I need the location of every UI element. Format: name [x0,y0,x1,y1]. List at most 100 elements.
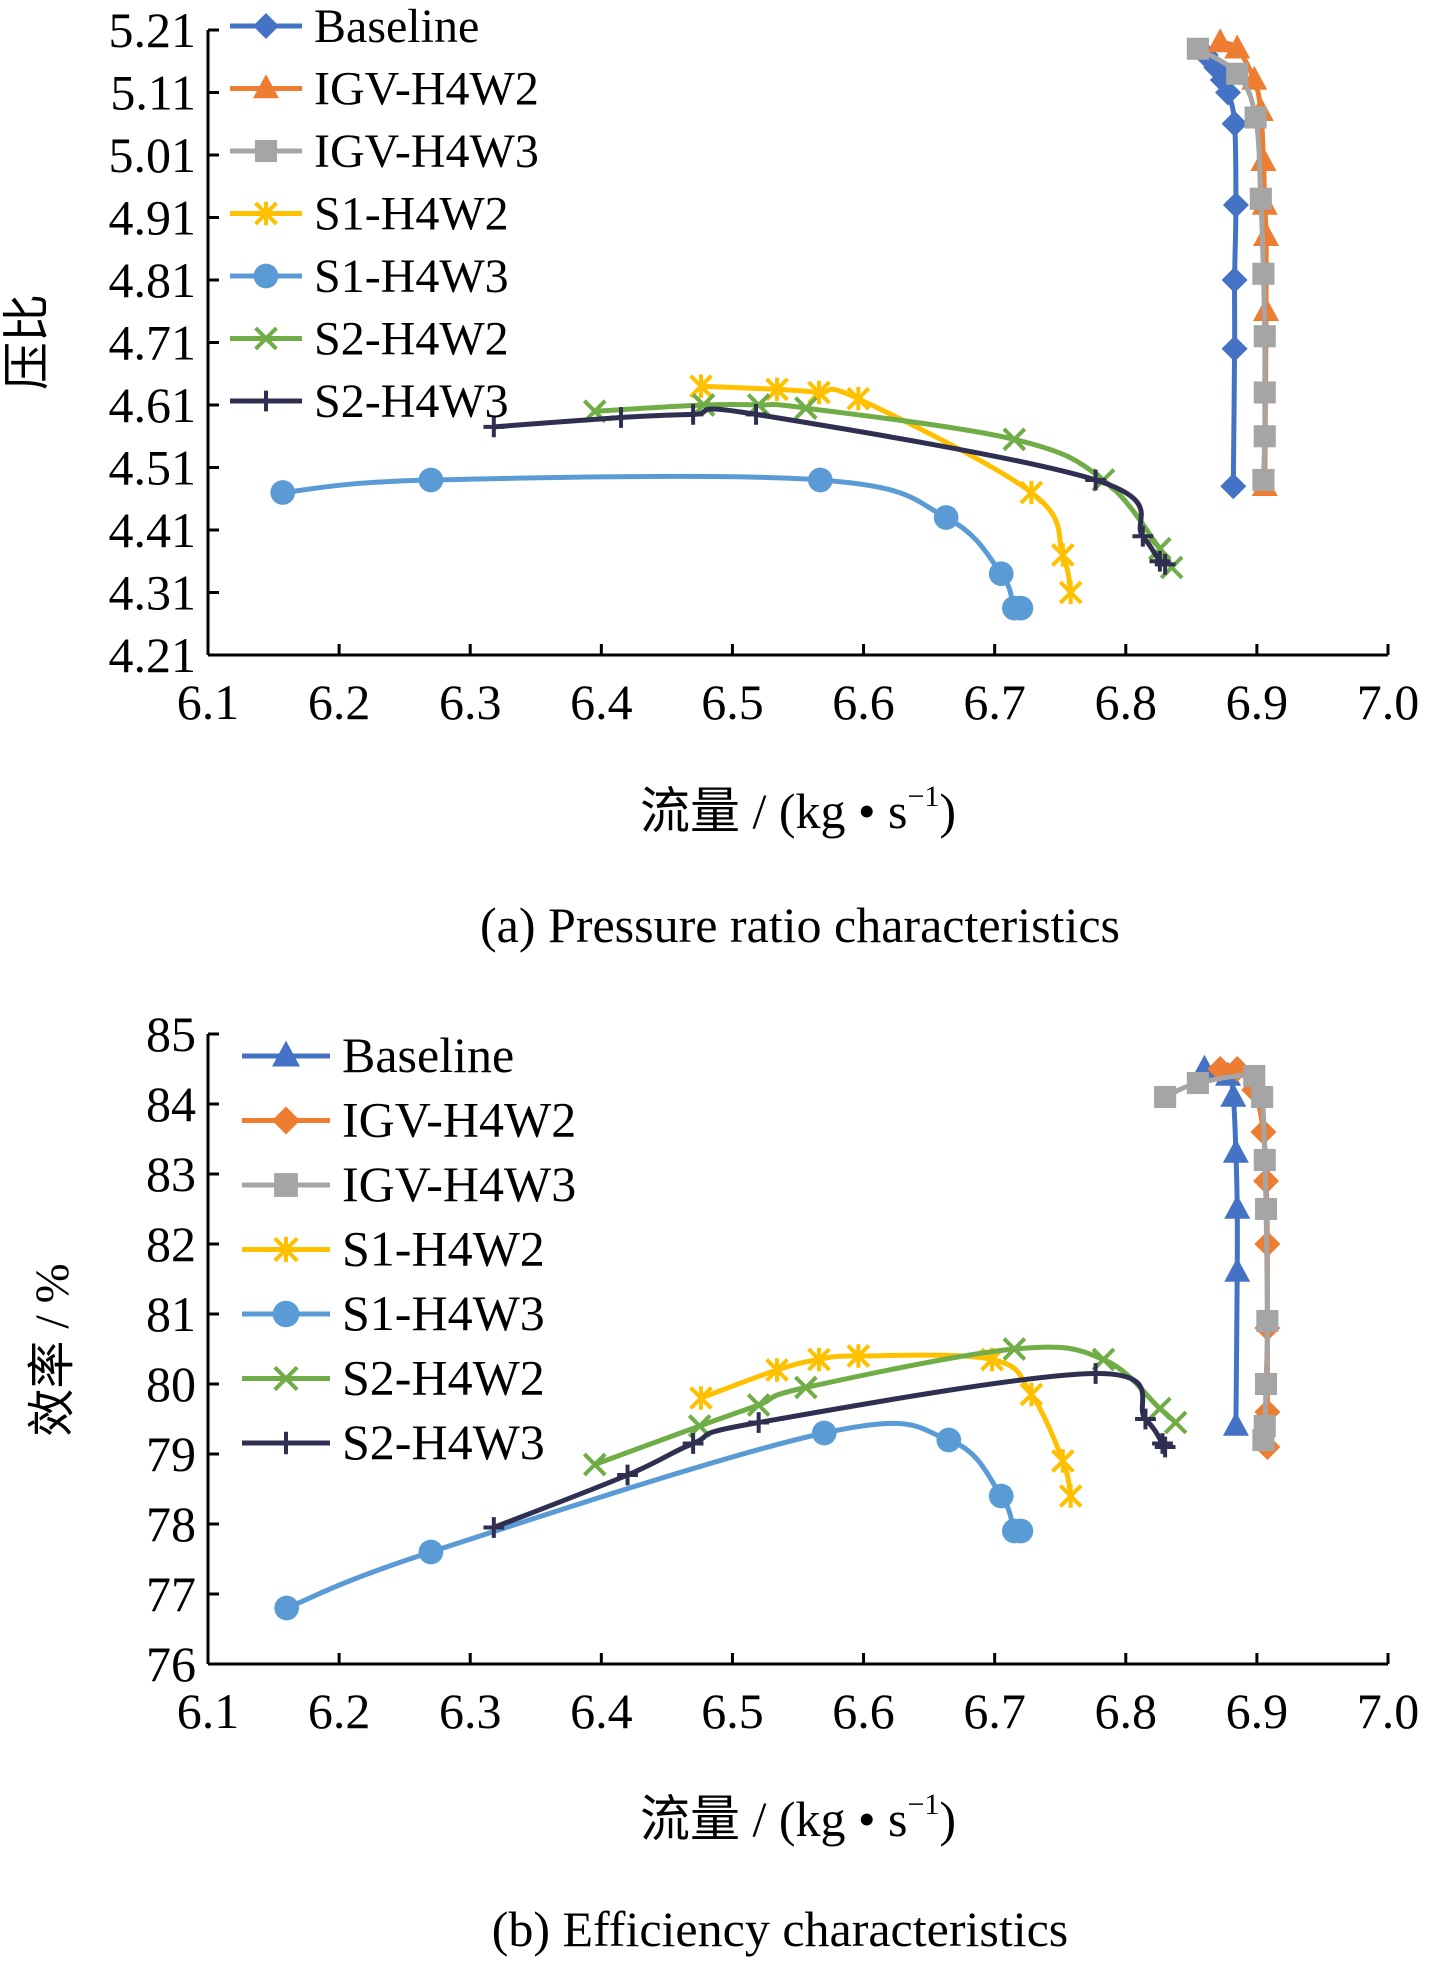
data-point [1251,1085,1274,1109]
data-point [1250,146,1277,171]
y-tick-label: 84 [146,1076,196,1132]
y-tick-label: 85 [146,1006,196,1062]
y-tick-label: 5.11 [110,65,196,121]
data-point [1252,468,1275,492]
series-s2-h4w3 [483,1363,1176,1538]
legend-marker [254,326,278,351]
x-tick-label: 6.6 [832,674,895,730]
legend-marker [273,1365,299,1392]
data-point [1207,28,1234,53]
legend-label: IGV-H4W3 [342,1156,576,1212]
data-point [1255,1197,1278,1221]
data-point [1253,1414,1276,1438]
y-tick-label: 4.41 [109,502,197,558]
x-tick-label: 6.5 [701,674,764,730]
y-tick-label: 76 [146,1636,196,1692]
x-tick-label: 7.0 [1357,1683,1420,1739]
y-tick-label: 4.81 [109,252,197,308]
data-point [689,1386,713,1410]
data-point [1220,473,1247,500]
y-axis-label: 压比 [1,294,54,390]
legend-marker [255,390,277,412]
data-point [617,1464,638,1486]
y-tick-label: 78 [146,1496,196,1552]
legend-label: Baseline [342,1027,514,1083]
legend-label: S1-H4W2 [342,1221,545,1277]
legend-item: IGV-H4W3 [242,1156,576,1212]
x-tick-label: 6.7 [963,674,1026,730]
legend: Baseline IGV-H4W2 IGV-H4W3 S1-H4W2 S1-H4W3 S2… [230,0,539,428]
data-point [610,407,632,428]
data-point [1058,580,1083,605]
data-point [1253,425,1276,448]
y-tick-label: 5.01 [109,127,197,183]
data-point [794,1375,818,1400]
series-line [1203,1066,1240,1427]
data-point [483,1517,505,1538]
x-axis-label: 流量 / (kg • s−1) [640,780,956,839]
data-point [1253,325,1276,348]
data-point [1253,221,1280,246]
legend-item: S1-H4W2 [242,1221,545,1277]
y-tick-label: 80 [146,1356,196,1412]
y-tick-label: 81 [146,1286,196,1342]
data-point [1224,34,1251,59]
y-tick-label: 82 [146,1216,196,1272]
legend-marker [253,74,279,99]
x-tick-label: 6.3 [439,1683,502,1739]
series-s1-h4w3 [274,1420,1034,1621]
series-layer [270,28,1280,621]
data-point [1051,543,1075,567]
data-point [1221,110,1248,137]
x-tick-label: 6.2 [308,1683,371,1739]
data-point [1244,106,1267,129]
x-tick-label: 6.8 [1095,674,1158,730]
data-point [1253,381,1276,404]
data-point [846,386,871,411]
data-point [1085,469,1107,491]
x-tick-label: 6.2 [308,674,371,730]
x-tick-label: 6.4 [570,674,633,730]
legend-marker [253,263,279,289]
data-point [1252,262,1275,285]
legend-item: S2-H4W3 [242,1414,545,1470]
y-tick-label: 4.51 [109,440,197,496]
data-point [682,403,704,425]
data-point [1255,1372,1278,1396]
data-point [765,1358,789,1382]
y-tick-label: 4.91 [109,190,197,246]
legend-marker [254,139,278,163]
data-point [1019,1382,1044,1407]
data-point [1253,1148,1276,1172]
series-baseline [1191,1054,1251,1436]
data-point [1224,1194,1251,1219]
data-point [1058,1484,1083,1508]
data-point [1249,187,1272,210]
legend-item: IGV-H4W2 [230,63,539,116]
data-point [1186,37,1209,60]
series-layer [274,1054,1281,1621]
pressure-ratio-chart: 6.1 6.2 6.3 6.4 6.5 6.6 6.7 6.8 6.9 7.0 4.21 4.31 4.… [1,0,1419,953]
x-tick-label: 7.0 [1357,674,1420,730]
legend-item: IGV-H4W3 [230,125,539,178]
chart-caption: (a) Pressure ratio characteristics [480,897,1120,953]
data-point [811,1420,837,1446]
x-tick-label: 6.1 [177,674,240,730]
x-tick-label: 6.1 [177,1683,240,1739]
y-tick-label: 83 [146,1146,196,1202]
legend-item: S1-H4W3 [230,250,509,303]
series-baseline [1192,42,1249,500]
data-point [807,1347,831,1372]
data-point [746,1393,771,1417]
data-point [988,561,1014,587]
data-point [794,396,818,420]
data-point [807,467,833,493]
data-point [682,1433,704,1454]
legend-label: S1-H4W3 [342,1285,545,1341]
x-tick-label: 6.8 [1095,1683,1158,1739]
data-point [274,1595,300,1621]
series-s1-h4w2 [689,374,1083,605]
y-tick-label: 4.61 [109,377,197,433]
data-point [1243,1064,1266,1088]
legend-item: Baseline [242,1027,514,1083]
